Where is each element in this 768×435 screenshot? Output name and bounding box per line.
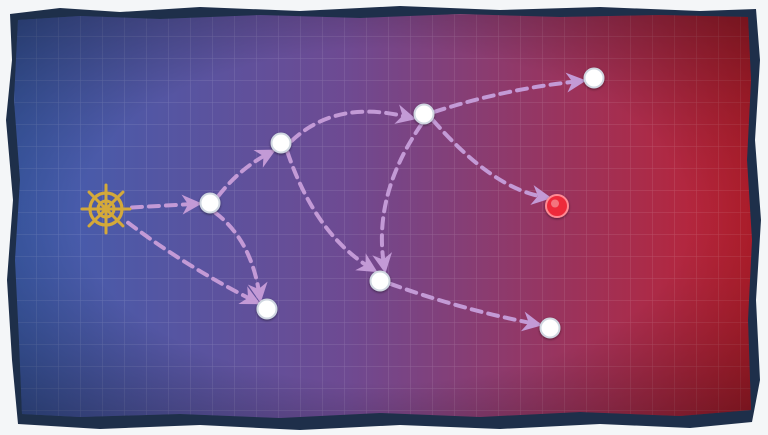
map-node-highlight (418, 108, 426, 115)
ship-wheel-spokes (80, 183, 132, 235)
route-arrow-b-d (289, 104, 417, 143)
ship-wheel-icon[interactable] (80, 183, 132, 235)
map-node-highlight (544, 322, 552, 329)
map-node-icon-g[interactable] (539, 317, 561, 339)
route-arrow-b-e (285, 149, 378, 273)
route-arrow-d-f (432, 72, 587, 114)
map-node-highlight (261, 303, 269, 310)
boss-node-icon-boss[interactable] (545, 194, 569, 218)
map-node-icon-e[interactable] (369, 270, 391, 292)
route-arrow-e-g (388, 281, 543, 332)
route-arrow-a-c (213, 210, 268, 303)
map-node-icon-c[interactable] (256, 298, 278, 320)
map-node-highlight (275, 137, 283, 144)
map-vignette (14, 14, 752, 418)
route-arrow-a-b (216, 149, 276, 198)
map-node-icon-a[interactable] (199, 192, 221, 214)
route-arrows (126, 72, 587, 332)
ship-wheel-ring-2 (96, 199, 116, 219)
map-node-icon-b[interactable] (270, 132, 292, 154)
ship-wheel-ring-3 (102, 205, 110, 213)
map-node-icon-d[interactable] (413, 103, 435, 125)
route-arrow-start-a (129, 194, 203, 215)
map-frame (6, 6, 761, 430)
map-node-highlight (204, 197, 212, 204)
map-node-highlight (588, 72, 596, 79)
map-node-highlight (374, 275, 382, 282)
map-node-icon-f[interactable] (583, 67, 605, 89)
route-arrow-d-e (372, 122, 424, 274)
route-arrow-start-c (126, 220, 261, 305)
map-nodes (80, 67, 605, 339)
route-arrow-d-boss (431, 118, 552, 205)
ship-wheel-ring-1 (88, 191, 124, 227)
map-node-highlight (551, 199, 559, 208)
